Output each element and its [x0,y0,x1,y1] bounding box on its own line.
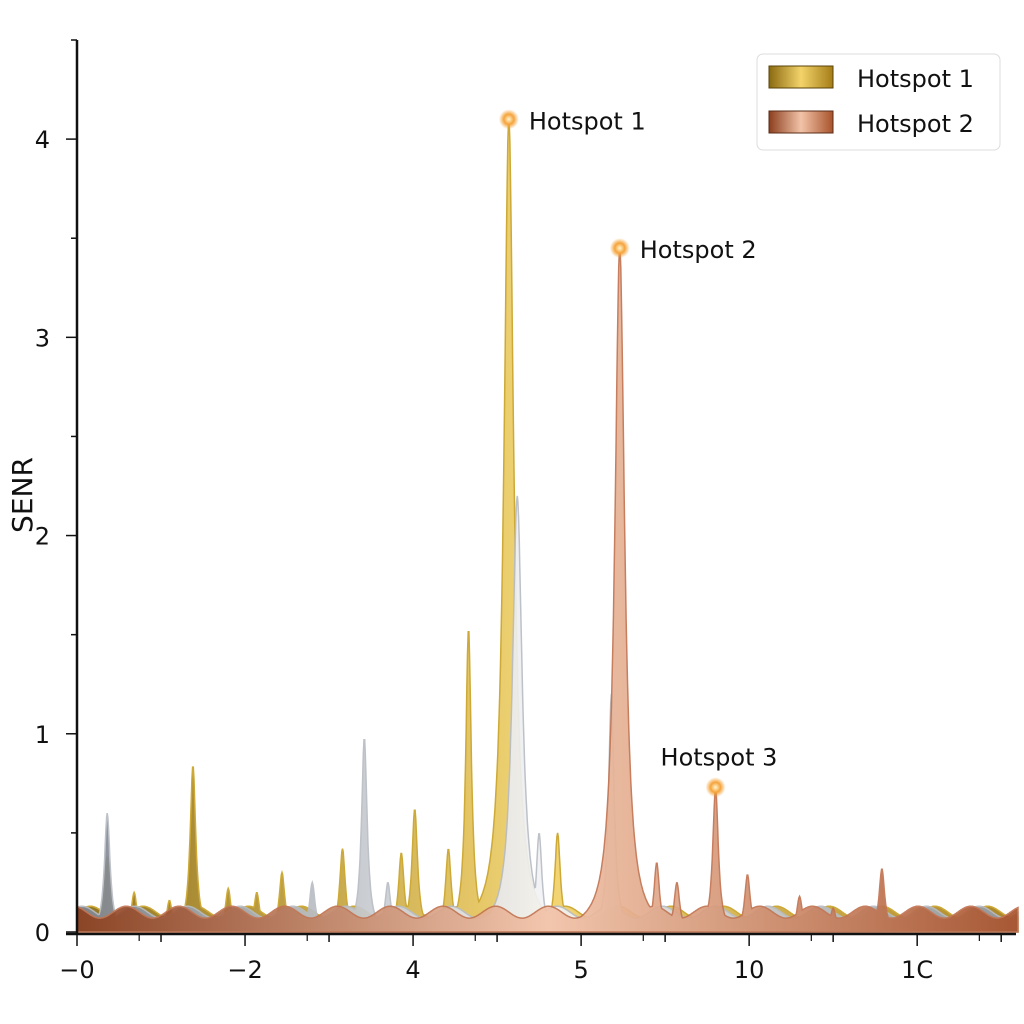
x-tick-label: 5 [573,956,588,984]
series-area-2 [76,495,1019,933]
x-tick-label: 1C [901,956,933,984]
y-tick-label: 2 [35,523,50,551]
legend: Hotspot 1 Hotspot 2 [756,53,1001,151]
y-tick-label: 1 [35,721,50,749]
hotspot-label: Hotspot 3 [661,743,778,771]
x-tick-label: 4 [405,956,420,984]
series-area-3 [76,249,1019,933]
x-tick-label: −0 [59,956,94,984]
legend-label-hotspot-1: Hotspot 1 [857,65,974,93]
series-areas [76,121,1019,933]
hotspot-label: Hotspot 1 [529,107,646,135]
legend-swatch-hotspot-2 [768,110,834,134]
legend-label-hotspot-2: Hotspot 2 [857,110,974,138]
x-tick-label: 10 [734,956,765,984]
hotspot-marker [609,238,630,259]
y-tick-label: 0 [35,919,50,947]
y-tick-label: 4 [35,126,50,154]
hotspot-marker [498,109,519,130]
hotspot-marker [705,777,726,798]
y-tick-label: 3 [35,324,50,352]
hotspot-label: Hotspot 2 [640,236,757,264]
x-tick-label: −2 [227,956,262,984]
y-axis-label: SENR [6,457,39,533]
legend-swatch-hotspot-1 [768,65,834,89]
series-area-1 [76,121,1019,933]
